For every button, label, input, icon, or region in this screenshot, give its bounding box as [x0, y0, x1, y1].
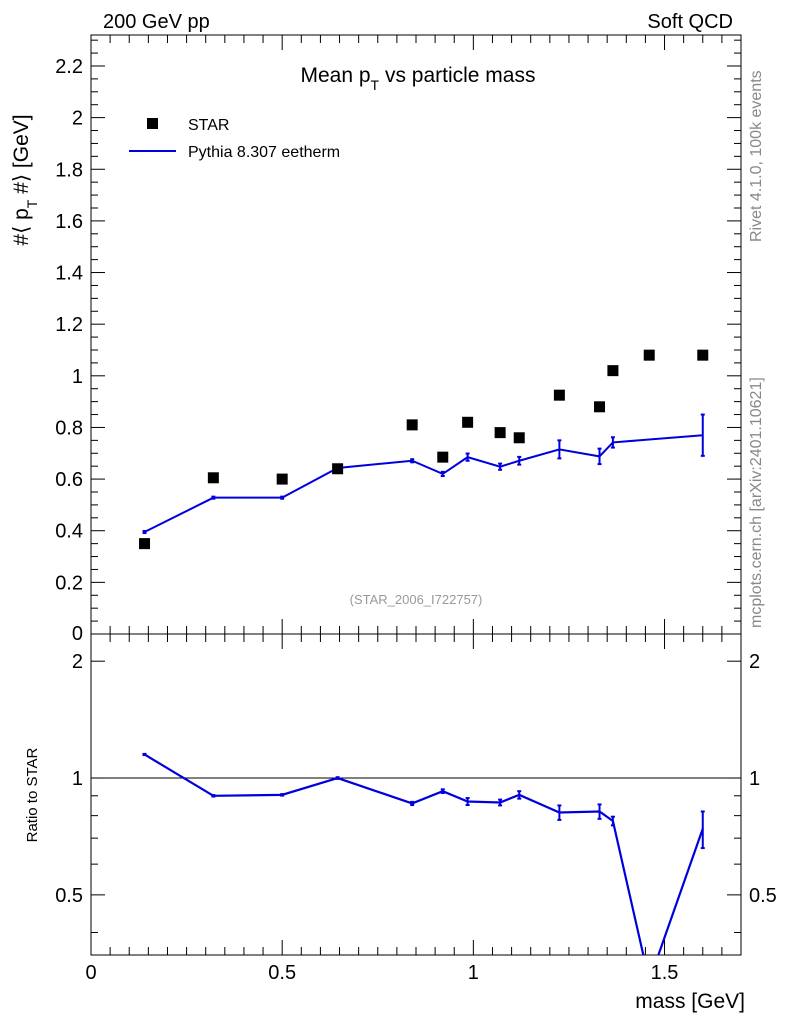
star-data-point: [139, 538, 151, 550]
legend-pythia-label: Pythia 8.307 eetherm: [188, 144, 340, 161]
ratio-y-tick-label: 0.5: [55, 885, 83, 907]
main-y-tick-label: 0.4: [55, 521, 83, 543]
ratio-y-tick-label-right: 0.5: [749, 885, 777, 907]
ratio-y-tick-label-right: 2: [749, 651, 760, 673]
main-data-series: [139, 349, 709, 550]
x-tick-label: 1.5: [651, 962, 679, 984]
star-data-point: [643, 349, 655, 361]
main-y-tick-label: 0.2: [55, 572, 83, 594]
star-data-point: [494, 427, 506, 439]
ratio-y-tick-label: 2: [72, 651, 83, 673]
rivet-version-label: Rivet 4.1.0, 100k events: [748, 70, 765, 242]
ratio-y-tick-label: 1: [72, 768, 83, 790]
ratio-y-axis-label: Ratio to STAR: [24, 747, 41, 842]
main-y-tick-label: 1.8: [55, 159, 83, 181]
star-data-point: [406, 419, 418, 431]
main-y-tick-label: 1.4: [55, 263, 83, 285]
main-x-ticks: [90, 35, 742, 634]
ratio-line: [143, 753, 704, 955]
x-axis-label: mass [GeV]: [635, 990, 745, 1013]
star-data-point: [437, 451, 449, 463]
main-y-tick-label: 1.2: [55, 314, 83, 336]
x-tick-label: 1: [468, 962, 479, 984]
legend-star-label: STAR: [188, 117, 229, 134]
main-y-tick-label: 1.6: [55, 211, 83, 233]
star-data-point: [697, 349, 709, 361]
plot-title: Mean pT vs particle mass: [301, 64, 536, 93]
main-y-ticks: 0.2 0.4 0.6 0.8 1 1.2 1.4 1.6 1.8 2 2.2 0: [55, 39, 741, 645]
x-tick-label: 0.5: [268, 962, 296, 984]
main-y-tick-label: 2.2: [55, 56, 83, 78]
star-data-point: [462, 416, 474, 428]
star-data-point: [276, 473, 288, 485]
legend-star-marker: [147, 118, 158, 129]
main-y-tick-label: 2: [72, 108, 83, 130]
x-tick-label: 0: [85, 962, 96, 984]
ratio-mc-series: [142, 752, 705, 955]
ratio-plot-frame: [90, 633, 742, 956]
mcplots-label: mcplots.cern.ch [arXiv:2401.10621]: [748, 377, 765, 628]
main-y-tick-label: 1: [72, 366, 83, 388]
header-left-label: 200 GeV pp: [103, 11, 210, 33]
ratio-y-tick-label-right: 1: [749, 768, 760, 790]
header-right-label: Soft QCD: [647, 11, 733, 33]
star-data-point: [607, 365, 619, 377]
star-data-point: [594, 401, 606, 413]
ratio-x-ticks: 0 0.5 1 1.5: [85, 634, 742, 984]
star-data-point: [207, 472, 219, 484]
pythia-line: [144, 434, 703, 533]
main-y-axis-label: #⟨ pT #⟩ [GeV]: [10, 114, 40, 245]
main-y-tick-label: 0: [72, 623, 83, 645]
star-data-point: [553, 389, 565, 401]
ratio-y-ticks: 0.5 0.5 1 1 2 2: [55, 651, 777, 933]
analysis-id: (STAR_2006_I722757): [350, 592, 483, 607]
main-y-tick-label: 0.6: [55, 469, 83, 491]
main-mc-series: [142, 413, 705, 535]
star-data-point: [513, 432, 525, 444]
main-y-tick-label: 0.8: [55, 417, 83, 439]
star-data-point: [332, 463, 344, 475]
